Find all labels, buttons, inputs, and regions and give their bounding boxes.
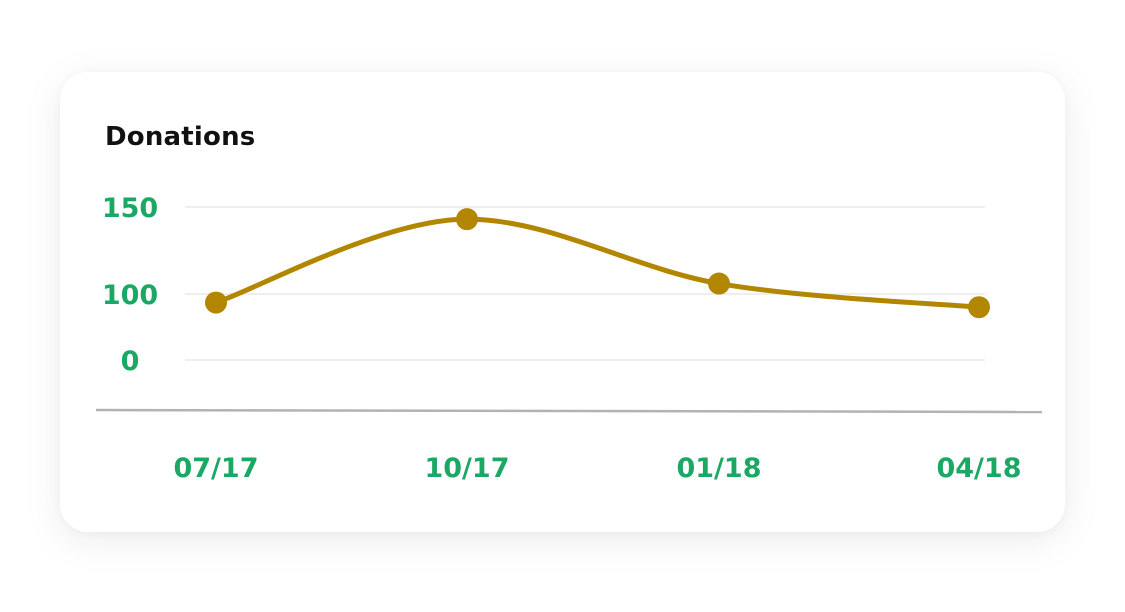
y-tick-labels: 0 100 150 <box>102 193 158 377</box>
data-point-10-17[interactable] <box>456 208 478 231</box>
x-tick-label: 01/18 <box>676 453 761 484</box>
x-axis <box>95 408 1043 414</box>
x-tick-label: 04/18 <box>936 453 1021 484</box>
chart-title: Donations <box>105 122 256 152</box>
x-tick-label: 10/17 <box>424 453 509 484</box>
series-line <box>213 216 982 310</box>
y-tick-label: 0 <box>121 346 140 377</box>
data-point-04-18[interactable] <box>968 296 990 319</box>
x-tick-label: 07/17 <box>173 453 258 484</box>
y-tick-label: 150 <box>102 193 158 224</box>
x-tick-labels: 07/17 10/17 01/18 04/18 <box>173 453 1021 484</box>
data-point-01-18[interactable] <box>708 272 730 295</box>
gridlines <box>185 206 985 361</box>
y-tick-label: 100 <box>102 280 158 311</box>
x-axis-line <box>95 408 1043 414</box>
series-donations <box>205 208 990 319</box>
data-point-07-17[interactable] <box>205 291 227 314</box>
